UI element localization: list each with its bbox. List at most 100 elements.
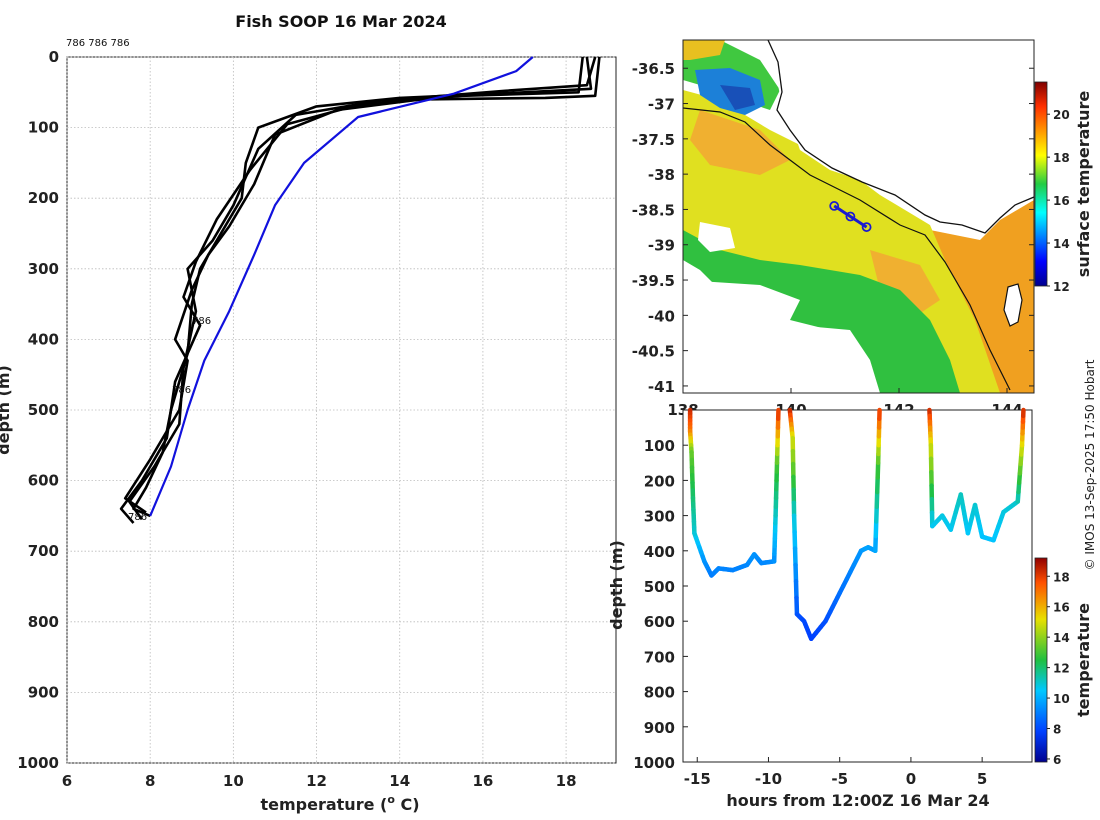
map-nodata-2 — [683, 315, 880, 393]
map-colorbar-tick-label: 18 — [1053, 151, 1070, 165]
timeseries-y-tick-label: 300 — [644, 508, 675, 526]
profile-x-tick-label: 6 — [62, 772, 72, 790]
map-colorbar-tick-label: 16 — [1053, 194, 1070, 208]
map-lat-ticks: -36.5 -37 -37.5 -38 -38.5 -39 -39.5 -40 -40.5 -41 — [632, 60, 1034, 396]
map-colorbar-tick-label: 12 — [1053, 280, 1070, 294]
timeseries-colorbar-label: temperature — [1074, 603, 1093, 717]
profile-y-tick-label: 600 — [28, 472, 59, 490]
profile-series-profile-2 — [128, 56, 597, 521]
map-track — [829, 201, 872, 232]
profile-xlabel-main: temperature ( — [260, 795, 387, 814]
profile-xlabel: temperature (o C) — [260, 793, 419, 814]
map-colorbar-tick-label: 20 — [1053, 108, 1070, 122]
timeseries-y-tick-label: 100 — [644, 437, 675, 455]
timeseries-x-tick-label: -15 — [684, 770, 711, 788]
timeseries-y-tick-label: 800 — [644, 684, 675, 702]
profile-y-ticks: 0 100 200 300 400 500 600 700 800 900 1000 — [17, 48, 59, 772]
map-colorbar-ticks: 12 14 16 18 20 — [1047, 108, 1070, 294]
timeseries-colorbar-tick-label: 18 — [1053, 570, 1070, 584]
map-lat-tick-label: -39.5 — [632, 272, 675, 290]
map-track-point — [845, 211, 856, 222]
timeseries-colorbar-tick-label: 14 — [1053, 631, 1070, 645]
map-track-point — [861, 222, 872, 232]
profile-ylabel: depth (m) — [0, 365, 13, 455]
timeseries-x-tick-label: 5 — [977, 770, 987, 788]
profile-series-climatology — [149, 56, 534, 517]
watermark: © IMOS 13-Sep-2025 17:50 Hobart — [1083, 359, 1097, 570]
map-track-line — [833, 204, 868, 229]
timeseries-x-tick-label: 0 — [906, 770, 916, 788]
profile-y-tick-label: 1000 — [17, 754, 59, 772]
timeseries-y-tick-label: 700 — [644, 648, 675, 666]
timeseries-xlabel: hours from 12:00Z 16 Mar 24 — [726, 791, 989, 810]
map-colorbar-tick-label: 14 — [1053, 237, 1070, 251]
map-colorbar — [1034, 81, 1048, 287]
profile-x-tick-label: 18 — [556, 772, 577, 790]
map-lat-tick-label: -39 — [648, 237, 675, 255]
timeseries-colorbar-tick-label: 12 — [1053, 662, 1070, 676]
timeseries-lines — [687, 407, 1026, 642]
profile-y-tick-label: 800 — [28, 613, 59, 631]
timeseries-y-tick-label: 600 — [644, 613, 675, 631]
map-sst-orange-patch-2 — [870, 250, 940, 320]
map-coastline — [767, 40, 1034, 234]
profile-y-tick-label: 300 — [28, 260, 59, 278]
profile-label-2: 786 — [172, 385, 191, 396]
map-land — [760, 40, 1034, 232]
map-sst-cool-core — [720, 85, 755, 110]
figure-title: Fish SOOP 16 Mar 2024 — [235, 12, 446, 31]
map-island — [1003, 283, 1023, 327]
timeseries-x-tick-label: -10 — [755, 770, 782, 788]
profile-label-3: 786 — [128, 512, 147, 523]
profile-top-label: 786 786 786 — [66, 38, 130, 49]
map-shelf-line — [683, 107, 1011, 391]
map-axes-frame — [682, 39, 1035, 394]
timeseries-x-tick-label: -5 — [831, 770, 848, 788]
timeseries-y-tick-label: 900 — [644, 719, 675, 737]
profile-xlabel-deg: o — [387, 793, 395, 806]
profile-label-1: 786 — [192, 316, 211, 327]
map-lat-tick-label: -40 — [648, 307, 675, 325]
profile-x-tick-label: 8 — [145, 772, 155, 790]
map-lat-tick-label: -40.5 — [632, 343, 675, 361]
map-sst-yellow-top — [683, 40, 725, 60]
profile-y-tick-label: 100 — [28, 119, 59, 137]
timeseries-colorbar-tick-label: 16 — [1053, 601, 1070, 615]
map-sst-orange-patch — [690, 110, 790, 175]
map-lat-tick-label: -37 — [648, 96, 675, 114]
profile-lines — [119, 56, 601, 524]
map-lat-tick-label: -37.5 — [632, 131, 675, 149]
profile-y-tick-label: 0 — [49, 48, 59, 66]
profile-xlabel-tail: C) — [395, 795, 420, 814]
map-lat-tick-label: -36.5 — [632, 60, 675, 78]
timeseries-colorbar-tick-label: 8 — [1053, 723, 1061, 737]
profile-x-tick-label: 14 — [389, 772, 410, 790]
map-nodata-3 — [698, 222, 735, 252]
timeseries-y-tick-label: 500 — [644, 578, 675, 596]
profile-y-tick-label: 200 — [28, 189, 59, 207]
profile-y-tick-label: 500 — [28, 401, 59, 419]
map-nodata-1 — [683, 280, 800, 320]
profile-panel: 0 100 200 300 400 500 600 700 800 900 1000 6 8 10 12 1… — [0, 38, 617, 814]
timeseries-y-tick-label: 400 — [644, 543, 675, 561]
profile-x-tick-label: 12 — [306, 772, 327, 790]
map-colorbar-label: surface temperature — [1074, 91, 1093, 278]
map-lat-tick-label: -41 — [648, 378, 675, 396]
map-lat-tick-label: -38.5 — [632, 201, 675, 219]
map-sst-warm — [930, 200, 1034, 393]
profile-y-tick-label: 700 — [28, 542, 59, 560]
timeseries-colorbar-ticks: 6 8 10 12 14 16 18 — [1047, 570, 1070, 767]
profile-y-tick-label: 400 — [28, 330, 59, 348]
timeseries-x-ticks: -15 -10 -5 0 5 — [684, 757, 987, 788]
map-track-point — [829, 201, 840, 211]
profile-grid — [66, 56, 616, 764]
profile-x-ticks: 6 8 10 12 14 16 18 — [62, 772, 577, 790]
timeseries-colorbar-tick-label: 10 — [1053, 692, 1070, 706]
profile-series-profile-4 — [123, 56, 601, 514]
profile-x-tick-label: 10 — [223, 772, 244, 790]
map-sst-green — [683, 230, 960, 393]
map-panel: -36.5 -37 -37.5 -38 -38.5 -39 -39.5 -40 -40.5 -41… — [632, 39, 1093, 419]
profile-x-tick-label: 16 — [472, 772, 493, 790]
map-lat-tick-label: -38 — [648, 166, 675, 184]
